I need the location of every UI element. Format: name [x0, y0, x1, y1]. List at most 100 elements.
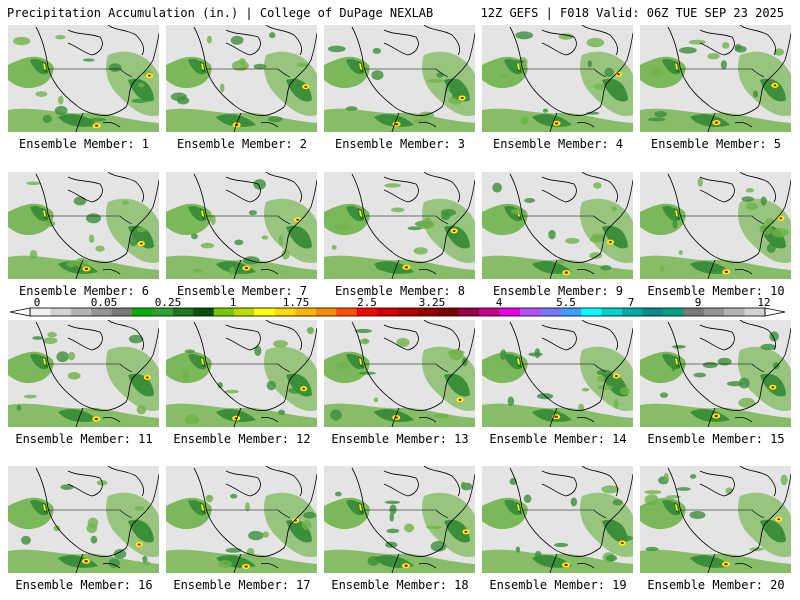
precip-map	[640, 320, 791, 427]
precip-map	[8, 320, 159, 427]
colorbar-tick-label: 9	[695, 296, 702, 309]
ensemble-member-label: Ensemble Member: 7	[176, 284, 308, 298]
colorbar-segment	[744, 308, 766, 316]
coastline-borders	[509, 466, 633, 573]
colorbar-segment	[479, 308, 501, 316]
colorbar-tick-label: 1	[230, 296, 237, 309]
colorbar-segment	[275, 308, 296, 316]
colorbar-segment	[683, 308, 705, 316]
ensemble-member-label: Ensemble Member: 2	[176, 137, 308, 151]
coastline-borders	[35, 320, 159, 427]
precip-map	[166, 466, 317, 573]
ensemble-map-panel	[324, 25, 475, 132]
colorbar-segment	[132, 308, 153, 316]
precip-fields	[324, 481, 475, 573]
coastline-borders	[351, 466, 475, 573]
precip-map	[640, 25, 791, 132]
precip-map	[324, 172, 475, 279]
colorbar-tick-label: 0.05	[91, 296, 118, 309]
coastline-borders	[667, 466, 791, 573]
ensemble-member-label: Ensemble Member: 8	[334, 284, 466, 298]
colorbar-tick-label: 12	[757, 296, 770, 309]
ensemble-map-panel	[640, 466, 791, 573]
precip-fields	[482, 346, 633, 427]
coastline-borders	[35, 172, 159, 279]
colorbar-tick-label: 0	[34, 296, 41, 309]
colorbar-max-arrow	[764, 307, 786, 317]
colorbar-tick-label: 0.25	[155, 296, 182, 309]
precip-map	[324, 320, 475, 427]
precip-map	[166, 172, 317, 279]
colorbar-tick-label: 7	[628, 296, 635, 309]
coastline-borders	[667, 172, 791, 279]
ensemble-member-label: Ensemble Member: 16	[15, 578, 153, 592]
colorbar-segment	[662, 308, 684, 316]
precip-fields	[324, 183, 475, 279]
precip-map	[166, 320, 317, 427]
precip-map	[640, 172, 791, 279]
precip-fields	[640, 39, 791, 132]
colorbar-segment	[417, 308, 439, 316]
coastline-borders	[193, 172, 317, 279]
coastline-borders	[351, 172, 475, 279]
colorbar-segment	[622, 308, 643, 316]
precipitation-colorbar: 0 0.05 0.25 1 1.75 2.5 3.25 4 5.5 7 9 12	[9, 296, 786, 317]
ensemble-member-label: Ensemble Member: 19	[489, 578, 627, 592]
colorbar-segment	[560, 308, 582, 316]
ensemble-map-panel	[482, 172, 633, 279]
precip-map	[482, 466, 633, 573]
colorbar-segment	[70, 308, 92, 316]
coastline-borders	[667, 320, 791, 427]
precip-fields	[166, 492, 317, 573]
precip-map	[482, 25, 633, 132]
colorbar-segment	[642, 308, 664, 316]
coastline-borders	[667, 25, 791, 132]
ensemble-member-label: Ensemble Member: 15	[647, 432, 785, 446]
ensemble-member-label: Ensemble Member: 20	[647, 578, 785, 592]
colorbar-segment	[540, 308, 562, 316]
ensemble-member-label: Ensemble Member: 12	[173, 432, 311, 446]
precip-map	[8, 25, 159, 132]
colorbar-segment	[520, 308, 541, 316]
colorbar-segment	[438, 308, 460, 316]
ensemble-member-label: Ensemble Member: 9	[492, 284, 624, 298]
colorbar-segment	[724, 308, 746, 316]
precip-fields	[8, 34, 159, 132]
precip-fields	[640, 331, 791, 427]
ensemble-member-label: Ensemble Member: 5	[650, 137, 782, 151]
precip-fields	[166, 32, 317, 132]
ensemble-map-panel	[166, 466, 317, 573]
precip-fields	[324, 328, 475, 427]
ensemble-member-label: Ensemble Member: 1	[18, 137, 150, 151]
ensemble-map-panel	[166, 320, 317, 427]
colorbar-segment	[336, 308, 358, 316]
colorbar-segment	[315, 308, 337, 316]
ensemble-map-panel	[482, 466, 633, 573]
ensemble-map-panel	[166, 172, 317, 279]
colorbar-segment	[213, 308, 235, 316]
ensemble-map-panel	[482, 320, 633, 427]
coastline-borders	[35, 466, 159, 573]
ensemble-member-label: Ensemble Member: 3	[334, 137, 466, 151]
colorbar-tick-label: 2.5	[357, 296, 377, 309]
ensemble-member-label: Ensemble Member: 14	[489, 432, 627, 446]
run-valid-time: 12Z GEFS | F018 Valid: 06Z TUE SEP 23 20…	[480, 6, 784, 20]
colorbar-segment	[30, 308, 51, 316]
ensemble-map-panel	[8, 320, 159, 427]
precip-fields	[640, 177, 791, 279]
coastline-borders	[35, 25, 159, 132]
colorbar-segment	[703, 308, 725, 316]
colorbar-segment	[295, 308, 317, 316]
coastline-borders	[193, 466, 317, 573]
colorbar-tick-label: 3.25	[419, 296, 446, 309]
precip-fields	[166, 179, 317, 279]
colorbar-tick-label: 5.5	[556, 296, 576, 309]
colorbar-segment	[499, 308, 521, 316]
colorbar-segment	[356, 308, 378, 316]
precip-map	[324, 25, 475, 132]
ensemble-map-panel	[8, 466, 159, 573]
precip-map	[482, 172, 633, 279]
ensemble-map-panel	[324, 320, 475, 427]
colorbar-segment	[152, 308, 174, 316]
precip-map	[8, 172, 159, 279]
